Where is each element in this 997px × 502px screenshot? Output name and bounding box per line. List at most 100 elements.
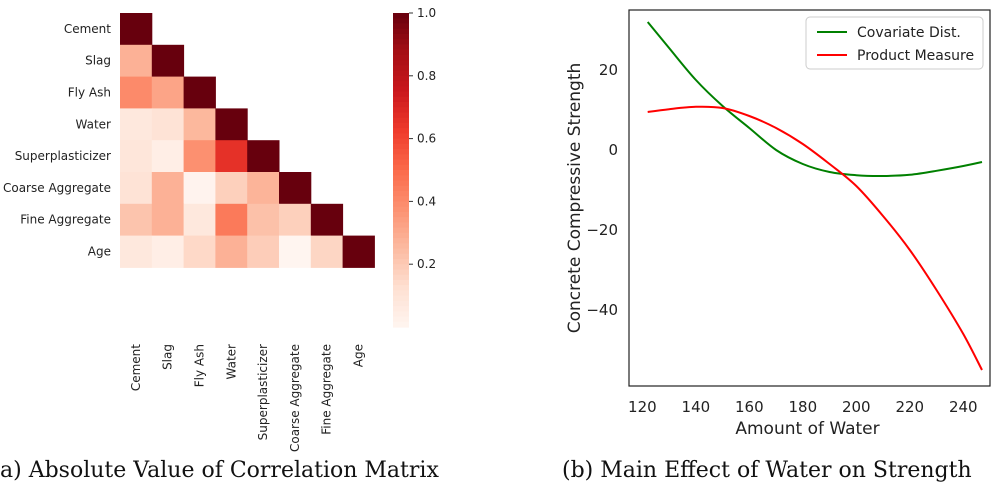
colorbar-segment xyxy=(393,86,409,93)
caption-b: (b) Main Effect of Water on Strength xyxy=(562,458,972,483)
heatmap-cell xyxy=(151,76,185,109)
colorbar-segment xyxy=(393,175,409,182)
colorbar-segment xyxy=(393,201,409,208)
heatmap-cell xyxy=(151,235,185,268)
y-axis-label: Concrete Compressive Strength xyxy=(565,63,585,334)
colorbar-segment xyxy=(393,75,409,82)
colorbar-segment xyxy=(393,54,409,61)
x-axis-label: Amount of Water xyxy=(735,419,879,439)
heatmap-col-label: Age xyxy=(352,344,366,367)
colorbar-segment xyxy=(393,96,409,103)
colorbar-segment xyxy=(393,316,409,323)
heatmap-cell xyxy=(247,203,280,237)
x-tick-label: 140 xyxy=(682,398,711,416)
colorbar-segment xyxy=(393,258,409,265)
colorbar-segment xyxy=(393,23,409,30)
heatmap-cell xyxy=(120,76,153,109)
heatmap-cell xyxy=(151,172,185,205)
colorbar-segment xyxy=(393,128,409,134)
colorbar-segment xyxy=(393,285,409,291)
colorbar-segment xyxy=(393,154,409,161)
colorbar-segment xyxy=(393,274,409,281)
heatmap-chart: Cement Cement Slag Slag Fly Ash Fly Ash Water W… xyxy=(3,6,436,452)
colorbar-segment xyxy=(393,238,409,244)
heatmap-cell xyxy=(183,76,216,109)
colorbar-segment xyxy=(393,91,409,98)
x-tick-label: 120 xyxy=(628,398,657,416)
series-line-2 xyxy=(647,105,983,371)
heatmap-row-label: Fly Ash xyxy=(68,86,111,100)
heatmap-cell xyxy=(120,203,153,237)
colorbar-segment xyxy=(393,295,409,302)
heatmap-cell xyxy=(215,203,248,237)
colorbar-tick-label: 0.6 xyxy=(417,132,436,146)
colorbar-segment xyxy=(393,217,409,223)
heatmap-col-label: Cement xyxy=(129,344,143,391)
heatmap-cell xyxy=(279,203,312,237)
heatmap-row-label: Slag xyxy=(85,54,111,68)
legend-label: Product Measure xyxy=(857,48,974,64)
colorbar-segment xyxy=(393,13,409,19)
colorbar-segment xyxy=(393,269,409,276)
colorbar-segment xyxy=(393,170,409,176)
heatmap-cell xyxy=(215,172,248,205)
heatmap-cell xyxy=(183,235,216,268)
plot-frame xyxy=(628,9,991,387)
heatmap-cell xyxy=(215,108,248,141)
heatmap-cell xyxy=(342,235,375,268)
x-tick-label: 240 xyxy=(949,398,978,416)
colorbar-tick-label: 0.4 xyxy=(417,194,436,208)
colorbar-segment xyxy=(393,248,409,255)
heatmap-cell xyxy=(151,44,185,78)
heatmap-col-label: Superplasticizer xyxy=(256,344,270,440)
colorbar-tick-label: 1.0 xyxy=(417,6,436,20)
colorbar-segment xyxy=(393,122,409,129)
heatmap-cell xyxy=(151,140,185,173)
colorbar-segment xyxy=(393,70,409,77)
colorbar-tick-label: 0.2 xyxy=(417,257,436,271)
colorbar-segment xyxy=(393,190,409,197)
heatmap-cell xyxy=(247,235,280,268)
heatmap-cell xyxy=(247,140,280,173)
colorbar-segment xyxy=(393,211,409,218)
colorbar-segment xyxy=(393,117,409,124)
heatmap-cell xyxy=(279,235,312,268)
colorbar-segment xyxy=(393,138,409,145)
legend-label: Covariate Dist. xyxy=(857,25,961,41)
heatmap-cell xyxy=(215,140,248,173)
colorbar-segment xyxy=(393,227,409,234)
legend-box xyxy=(805,16,984,70)
colorbar-segment xyxy=(393,81,409,87)
heatmap-row-label: Age xyxy=(88,245,111,259)
heatmap-cell xyxy=(183,140,216,173)
heatmap-cell xyxy=(120,172,153,205)
colorbar-segment xyxy=(393,185,409,192)
x-tick-label: 220 xyxy=(895,398,924,416)
colorbar-segment xyxy=(393,28,409,35)
heatmap-col-label: Fly Ash xyxy=(193,344,207,387)
colorbar-segment xyxy=(393,311,409,318)
heatmap-cell xyxy=(151,108,185,141)
colorbar-segment xyxy=(393,60,409,66)
heatmap-row-label: Water xyxy=(76,117,112,131)
colorbar-segment xyxy=(393,18,409,25)
colorbar-segment xyxy=(393,232,409,239)
colorbar-segment xyxy=(393,180,409,187)
y-tick-label: 0 xyxy=(608,141,618,159)
heatmap-cell xyxy=(183,108,216,141)
colorbar-segment xyxy=(393,222,409,229)
legend: Covariate Dist. Product Measure xyxy=(805,16,984,70)
heatmap-row-label: Coarse Aggregate xyxy=(3,181,111,195)
series-line-1 xyxy=(646,21,983,178)
colorbar-segment xyxy=(393,33,409,40)
colorbar-segment xyxy=(393,243,409,250)
colorbar-segment xyxy=(393,107,409,114)
heatmap-col-label: Fine Aggregate xyxy=(320,344,334,435)
colorbar: 0.2 0.4 0.6 0.8 1.0 xyxy=(393,6,436,328)
caption-a: a) Absolute Value of Correlation Matrix xyxy=(0,458,439,483)
heatmap-cell xyxy=(215,235,248,268)
heatmap-cell xyxy=(247,172,280,205)
colorbar-segment xyxy=(393,149,409,155)
colorbar-segment xyxy=(393,196,409,202)
